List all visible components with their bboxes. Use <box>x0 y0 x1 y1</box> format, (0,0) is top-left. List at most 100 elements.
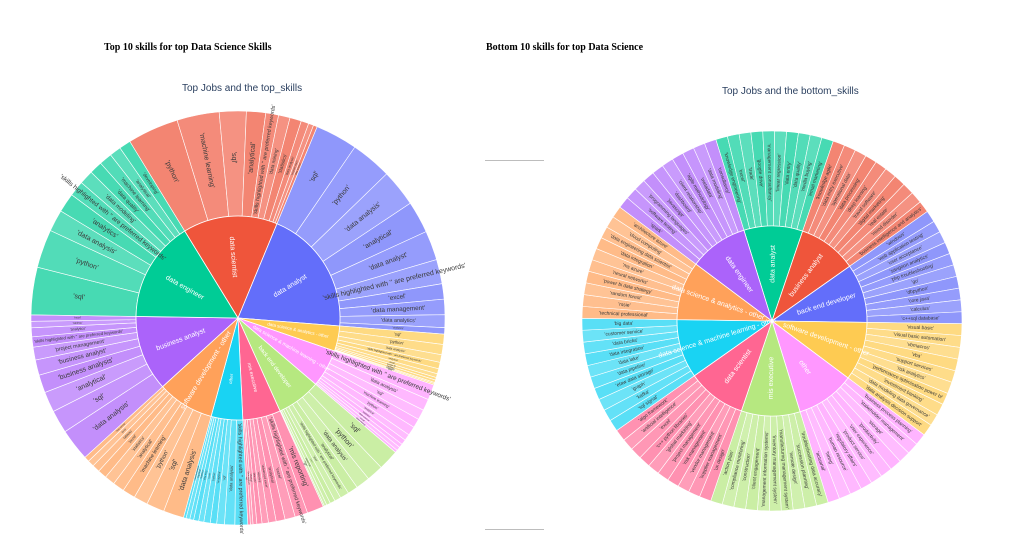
skill-label: 'calculus' <box>910 306 930 314</box>
skill-label: 'rssie' <box>618 302 631 309</box>
skill-label: 'visual basic automation' <box>893 332 946 344</box>
skill-label: 'excel' <box>74 316 82 320</box>
left-chart-panel: Top 10 skills for top Data Science Skill… <box>0 0 485 554</box>
skill-label: 'tableau' <box>73 321 83 325</box>
job-label: mis executive <box>768 357 776 400</box>
skill-label: 'communication' <box>193 465 200 481</box>
skill-label: 'data science' <box>294 162 302 176</box>
skill-label: 'analytical' <box>267 466 274 484</box>
skill-label: 'reporting' <box>257 471 263 483</box>
skill-label: 'sql' <box>92 393 106 405</box>
skill-label: 'analytical' <box>388 357 399 363</box>
skill-label: 'client engagement' <box>751 447 762 489</box>
skill-label: 'management information systems' <box>761 431 770 507</box>
skill-label: 'analytics' <box>70 327 86 332</box>
skill-label: 'kafka' <box>636 389 651 401</box>
skill-label: 'vbmacros' <box>906 342 930 352</box>
skill-label: 'data bricks' <box>612 338 638 348</box>
skill-label: 'excel' <box>737 169 746 183</box>
skill-label: 'data mining' <box>355 416 367 426</box>
skill-label: 'linux' <box>303 461 307 467</box>
skill-label: 'excel' <box>388 293 406 302</box>
skill-label: 'excel' <box>389 362 396 366</box>
bottom-skills-heading: Bottom 10 skills for top Data Science <box>486 42 644 53</box>
skill-label: 'java' <box>312 455 319 463</box>
skill-label: 'data analysis' <box>285 156 295 176</box>
skill-label: 'data mining' <box>268 148 280 175</box>
skill-label: 'go' <box>911 278 920 286</box>
skill-label: 'python' <box>366 401 379 411</box>
skill-label: 'sql' <box>169 459 180 472</box>
skill-label: 'sql' <box>230 152 237 164</box>
skill-label: 'skills highlighted with '' are preferre… <box>236 423 244 535</box>
top-skills-chart-title: Top Jobs and the top_skills <box>182 83 303 94</box>
skill-label: 'sql' <box>73 293 85 301</box>
skill-label: 'excel' <box>209 472 212 479</box>
skill-label: 'git' <box>302 462 306 467</box>
skill-label: 'statistics' <box>385 366 395 372</box>
skill-label: 'inventory management system' <box>771 435 778 504</box>
top-skills-heading: Top 10 skills for top Data Science Skill… <box>104 42 272 53</box>
skill-label: 'technical professional' <box>599 310 648 318</box>
skill-label: 'data' <box>387 367 393 372</box>
skill-label: 'computer vision' <box>291 159 300 176</box>
skill-label: 'javascript' <box>304 457 312 468</box>
skill-label: 'remote design' <box>788 451 799 485</box>
skill-label: 'data entry' <box>203 469 208 481</box>
skill-label: 'customer service' <box>604 329 643 338</box>
skill-label: 'core java' <box>908 296 930 305</box>
skill-label: 'data analysis' <box>247 471 251 485</box>
right-chart-panel: Bottom 10 skills for top Data Science To… <box>485 0 1030 554</box>
skill-label: 'construction' <box>742 453 753 482</box>
top-skills-sunburst[interactable]: data scientist'python''machine learning'… <box>0 0 485 554</box>
skill-label: 'sql' <box>222 475 226 481</box>
job-label: data scientist <box>228 236 238 277</box>
skill-label: 'management consultancy' <box>766 144 773 202</box>
job-label: other <box>228 373 234 384</box>
skill-label: 'data quality' <box>792 161 803 189</box>
skill-label: 'sql' <box>309 170 321 184</box>
skill-label: 'data lake' <box>618 355 641 367</box>
skill-label: 'excel' <box>359 417 365 423</box>
divider-line <box>485 529 544 530</box>
skill-label: 'statistics' <box>277 153 288 174</box>
skill-label: 'graph' <box>631 381 647 393</box>
bottom-skills-sunburst[interactable]: data analyst'knowledge engineering''exce… <box>485 0 1030 554</box>
skill-label: 'c++sql database' <box>901 315 939 322</box>
skill-label: 'tableau' <box>387 365 396 370</box>
skill-label: 'excel' <box>128 434 138 444</box>
skill-label: 'big data' <box>614 321 633 327</box>
skill-label: 'java' <box>120 427 128 435</box>
job-segment-data-analyst[interactable] <box>237 223 341 327</box>
skill-label: 'statistics' <box>200 469 205 479</box>
skill-label: 'data entry' <box>784 161 793 185</box>
skill-label: 'vlookup' <box>249 474 252 483</box>
job-label: data analyst <box>769 245 777 283</box>
skill-label: 'sql' <box>394 331 402 337</box>
skill-label: 'power bi' <box>387 362 397 368</box>
bottom-skills-chart-title: Top Jobs and the bottom_skills <box>722 86 859 97</box>
skill-label: 'hiring' <box>823 451 834 466</box>
skill-label: 'trade' <box>747 167 755 181</box>
skill-label: 'tableau' <box>122 429 133 441</box>
skill-label: 'c++' <box>309 459 313 464</box>
skill-label: 'analytical' <box>363 405 376 416</box>
skill-label: 'data analysis' <box>385 345 406 353</box>
skill-label: 'data science' <box>358 412 371 423</box>
skill-label: 'dbpython' <box>906 286 929 296</box>
skill-label: 'data mining' <box>115 422 126 433</box>
job-segment-data-engineer[interactable] <box>135 230 239 319</box>
skill-label: 'analytical' <box>216 471 221 484</box>
skill-label: 'analytical' <box>248 142 258 174</box>
skill-label: 'sql' <box>245 476 247 480</box>
skill-label: 'excel' <box>275 467 283 480</box>
skill-label: 'python' <box>211 471 216 481</box>
skill-label: 'sql' <box>376 389 385 397</box>
skill-label: 'reporting' <box>197 468 202 478</box>
job-segment-data-engineer[interactable] <box>695 229 773 323</box>
skill-label: 'google drive' <box>756 159 764 188</box>
skill-label: 'data analysis' <box>228 465 234 492</box>
skill-label: 'visual basic' <box>907 324 935 331</box>
skill-label: 'advanced excel' <box>261 464 269 488</box>
skill-label: 'statistics' <box>392 325 404 330</box>
